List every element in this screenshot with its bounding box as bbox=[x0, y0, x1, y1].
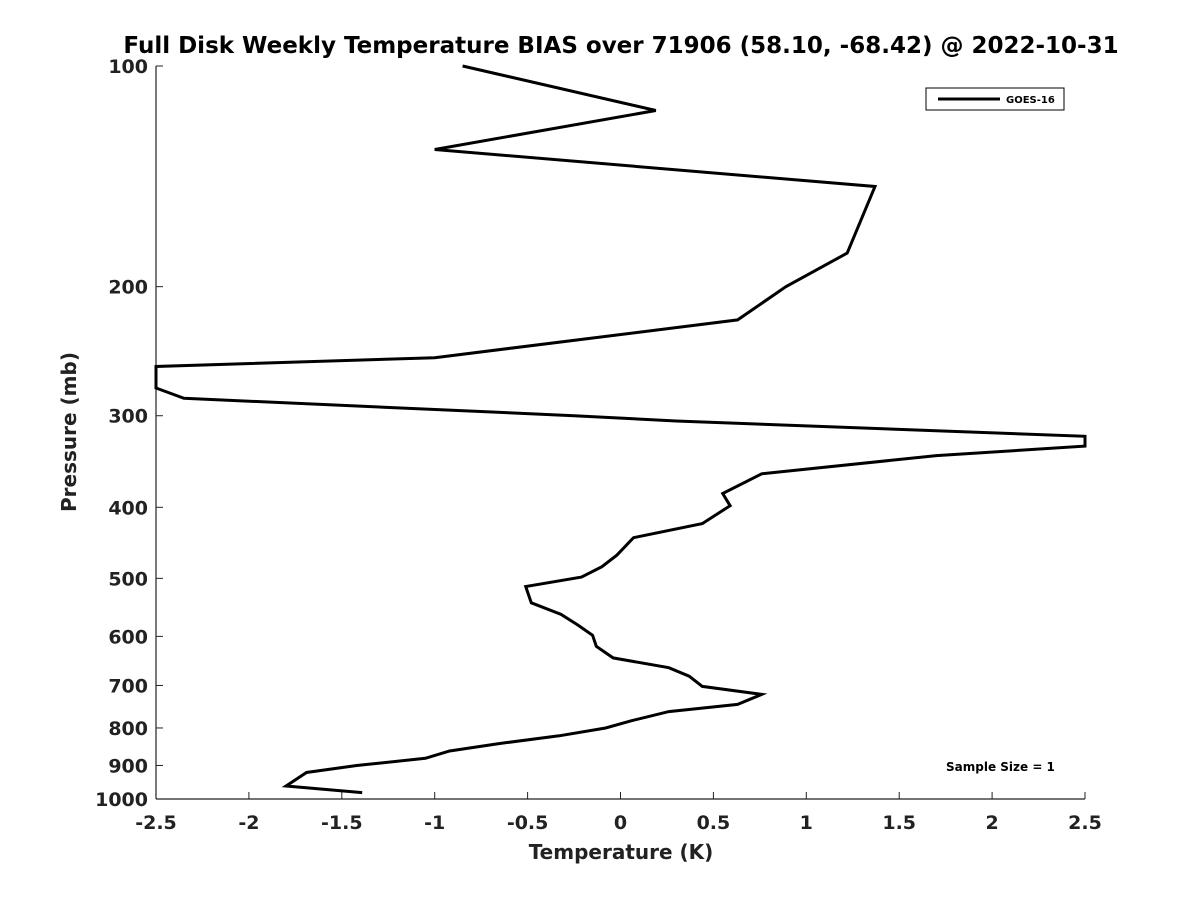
series-line-goes-16 bbox=[154, 64, 1087, 795]
y-tick-label: 200 bbox=[108, 277, 148, 299]
x-tick-label: -0.5 bbox=[507, 812, 549, 834]
legend: GOES-16 bbox=[925, 87, 1065, 111]
x-tick-label: 1 bbox=[800, 812, 813, 834]
y-tick-label: 100 bbox=[108, 56, 148, 78]
x-ticks: -2.5 -2 -1.5 -1 -0.5 0 0.5 1 1.5 2 2.5 bbox=[135, 792, 1102, 834]
x-tick-label: 2 bbox=[985, 812, 998, 834]
y-tick-label: 400 bbox=[108, 497, 148, 519]
y-tick-label: 800 bbox=[108, 718, 148, 740]
x-tick-label: -2.5 bbox=[135, 812, 177, 834]
x-tick-label: 0.5 bbox=[697, 812, 731, 834]
chart-title: Full Disk Weekly Temperature BIAS over 7… bbox=[123, 33, 1118, 59]
legend-label-goes-16: GOES-16 bbox=[1006, 95, 1055, 106]
x-tick-label: -1.5 bbox=[321, 812, 363, 834]
x-tick-label: 2.5 bbox=[1068, 812, 1102, 834]
y-tick-label: 500 bbox=[108, 568, 148, 590]
y-tick-label: 900 bbox=[108, 755, 148, 777]
y-ticks: 100 200 300 400 500 600 700 800 900 1000 bbox=[95, 56, 163, 811]
sample-size-annotation: Sample Size = 1 bbox=[946, 760, 1055, 774]
y-axis-label: Pressure (mb) bbox=[57, 352, 81, 512]
y-tick-label: 1000 bbox=[95, 789, 148, 811]
y-tick-label: 600 bbox=[108, 626, 148, 648]
x-axis-label: Temperature (K) bbox=[529, 840, 714, 864]
x-tick-label: -1 bbox=[424, 812, 445, 834]
y-tick-label: 700 bbox=[108, 675, 148, 697]
x-tick-label: -2 bbox=[238, 812, 259, 834]
series-layer bbox=[154, 64, 1087, 795]
x-tick-label: 0 bbox=[614, 812, 627, 834]
x-tick-label: 1.5 bbox=[882, 812, 916, 834]
y-tick-label: 300 bbox=[108, 406, 148, 428]
